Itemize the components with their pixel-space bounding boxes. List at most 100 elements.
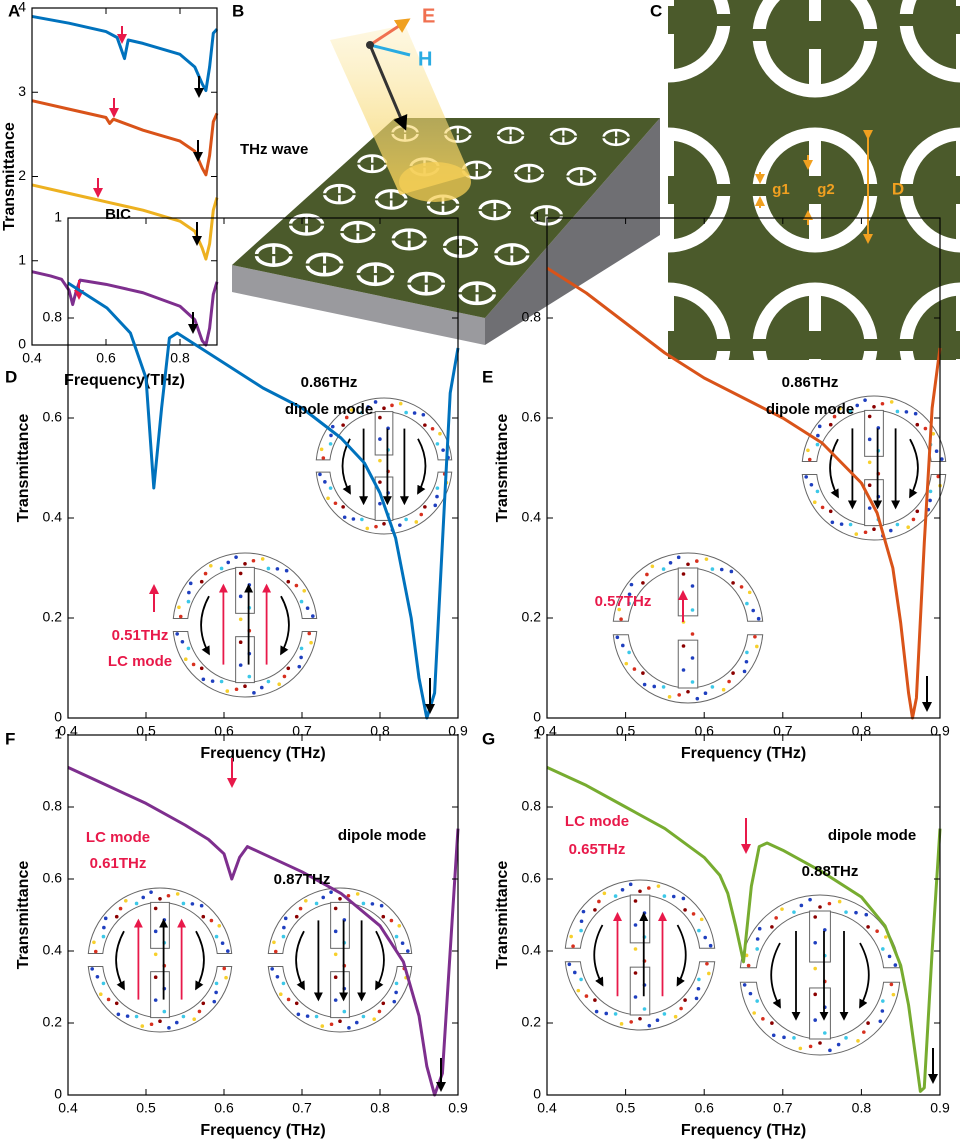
- field-dot: [854, 910, 858, 915]
- field-dot: [149, 890, 153, 894]
- field-dot: [329, 1022, 334, 1027]
- field-dot: [304, 898, 308, 903]
- field-dot: [884, 935, 888, 939]
- current-arc: [859, 942, 870, 1009]
- field-dot: [813, 966, 817, 971]
- ring-half: [612, 552, 764, 622]
- field-dot: [694, 996, 699, 1001]
- field-dot: [863, 398, 867, 402]
- field-dot: [812, 500, 817, 505]
- field-dot: [220, 941, 225, 946]
- ring-half: [564, 961, 716, 1031]
- field-dot: [116, 1012, 121, 1017]
- series-line: [546, 266, 942, 720]
- field-dot: [655, 1018, 660, 1022]
- y-tick-label: 0.6: [43, 409, 63, 425]
- field-dot: [125, 1014, 130, 1018]
- field-dot: [619, 1022, 624, 1026]
- field-dot: [815, 489, 820, 494]
- axes-box: [546, 217, 941, 719]
- field-dot: [305, 1014, 310, 1018]
- field-dot: [178, 614, 183, 619]
- ring-array: [253, 124, 631, 306]
- field-dot: [872, 405, 876, 409]
- field-dot: [175, 632, 179, 636]
- field-dot: [721, 687, 726, 692]
- field-dot: [103, 916, 108, 921]
- field-dot: [848, 409, 853, 414]
- e-vector: [369, 18, 411, 47]
- field-dot: [593, 908, 597, 912]
- field-dot: [633, 899, 638, 903]
- field-dot: [690, 680, 695, 684]
- field-dot: [652, 684, 657, 689]
- x-tick-label: 0.7: [773, 1100, 793, 1116]
- ring-gap: [897, 14, 960, 26]
- y-tick-label: 1: [533, 209, 541, 225]
- field-dot: [867, 506, 872, 510]
- y-tick-label: 0.4: [43, 942, 63, 958]
- field-dot: [887, 954, 892, 959]
- field-dot: [813, 1018, 817, 1022]
- field-dot: [755, 999, 759, 1003]
- field-dot: [581, 909, 586, 914]
- field-dot: [854, 532, 859, 536]
- field-dot: [177, 605, 181, 610]
- field-dot: [341, 423, 345, 427]
- field-dot: [757, 926, 762, 931]
- field-dot: [752, 1011, 756, 1015]
- x-tick-label: 0.5: [136, 1100, 156, 1116]
- current-arc: [770, 942, 781, 1009]
- x-tick-label: 0.4: [22, 350, 42, 366]
- field-dot: [430, 426, 435, 431]
- field-dot: [906, 525, 910, 530]
- source-point: [366, 41, 374, 49]
- series-line: [67, 766, 460, 1097]
- field-dot: [153, 929, 158, 934]
- field-dot: [806, 448, 810, 453]
- ring-half: [315, 471, 453, 535]
- field-dot: [866, 1021, 870, 1025]
- field-dot: [272, 940, 276, 945]
- k-vector: [368, 44, 408, 131]
- field-dot: [936, 474, 941, 479]
- field-dot: [579, 928, 583, 933]
- y-tick-label: 0.8: [522, 309, 542, 325]
- field-dot: [719, 567, 724, 572]
- field-dot: [667, 695, 672, 699]
- field-dot: [302, 589, 307, 593]
- ring-bar: [235, 566, 255, 614]
- field-dot: [632, 667, 637, 671]
- y-axis-label: Transmittance: [494, 861, 511, 970]
- field-dot: [690, 632, 695, 636]
- series-line: [546, 766, 942, 1093]
- field-dot: [174, 1020, 179, 1025]
- field-dot: [695, 559, 699, 563]
- field-dot: [913, 411, 918, 416]
- field-dot: [283, 916, 288, 921]
- field-dot: [404, 410, 408, 415]
- bar-gap: [668, 176, 675, 204]
- field-dot: [881, 999, 885, 1003]
- field-dot: [381, 1001, 386, 1006]
- panel-letter: G: [482, 729, 495, 748]
- wave-label: THz wave: [240, 141, 308, 158]
- field-dot: [746, 963, 751, 968]
- field-dot: [259, 685, 264, 690]
- field-dot: [875, 929, 879, 933]
- field-dot: [799, 903, 804, 908]
- field-dot: [867, 483, 872, 488]
- field-dot: [628, 882, 633, 887]
- ring-bar: [374, 411, 394, 456]
- field-dot: [286, 997, 291, 1002]
- field-dot: [114, 1001, 119, 1006]
- field-dot: [328, 442, 333, 446]
- ring-bar: [330, 971, 350, 1019]
- field-dot: [697, 928, 701, 933]
- field-inset: [564, 879, 716, 1031]
- field-dot: [372, 1017, 377, 1022]
- field-dot: [199, 579, 204, 584]
- field-dot: [940, 457, 944, 461]
- field-dot: [828, 1048, 832, 1053]
- x-axis-label: Frequency (THz): [200, 1122, 325, 1139]
